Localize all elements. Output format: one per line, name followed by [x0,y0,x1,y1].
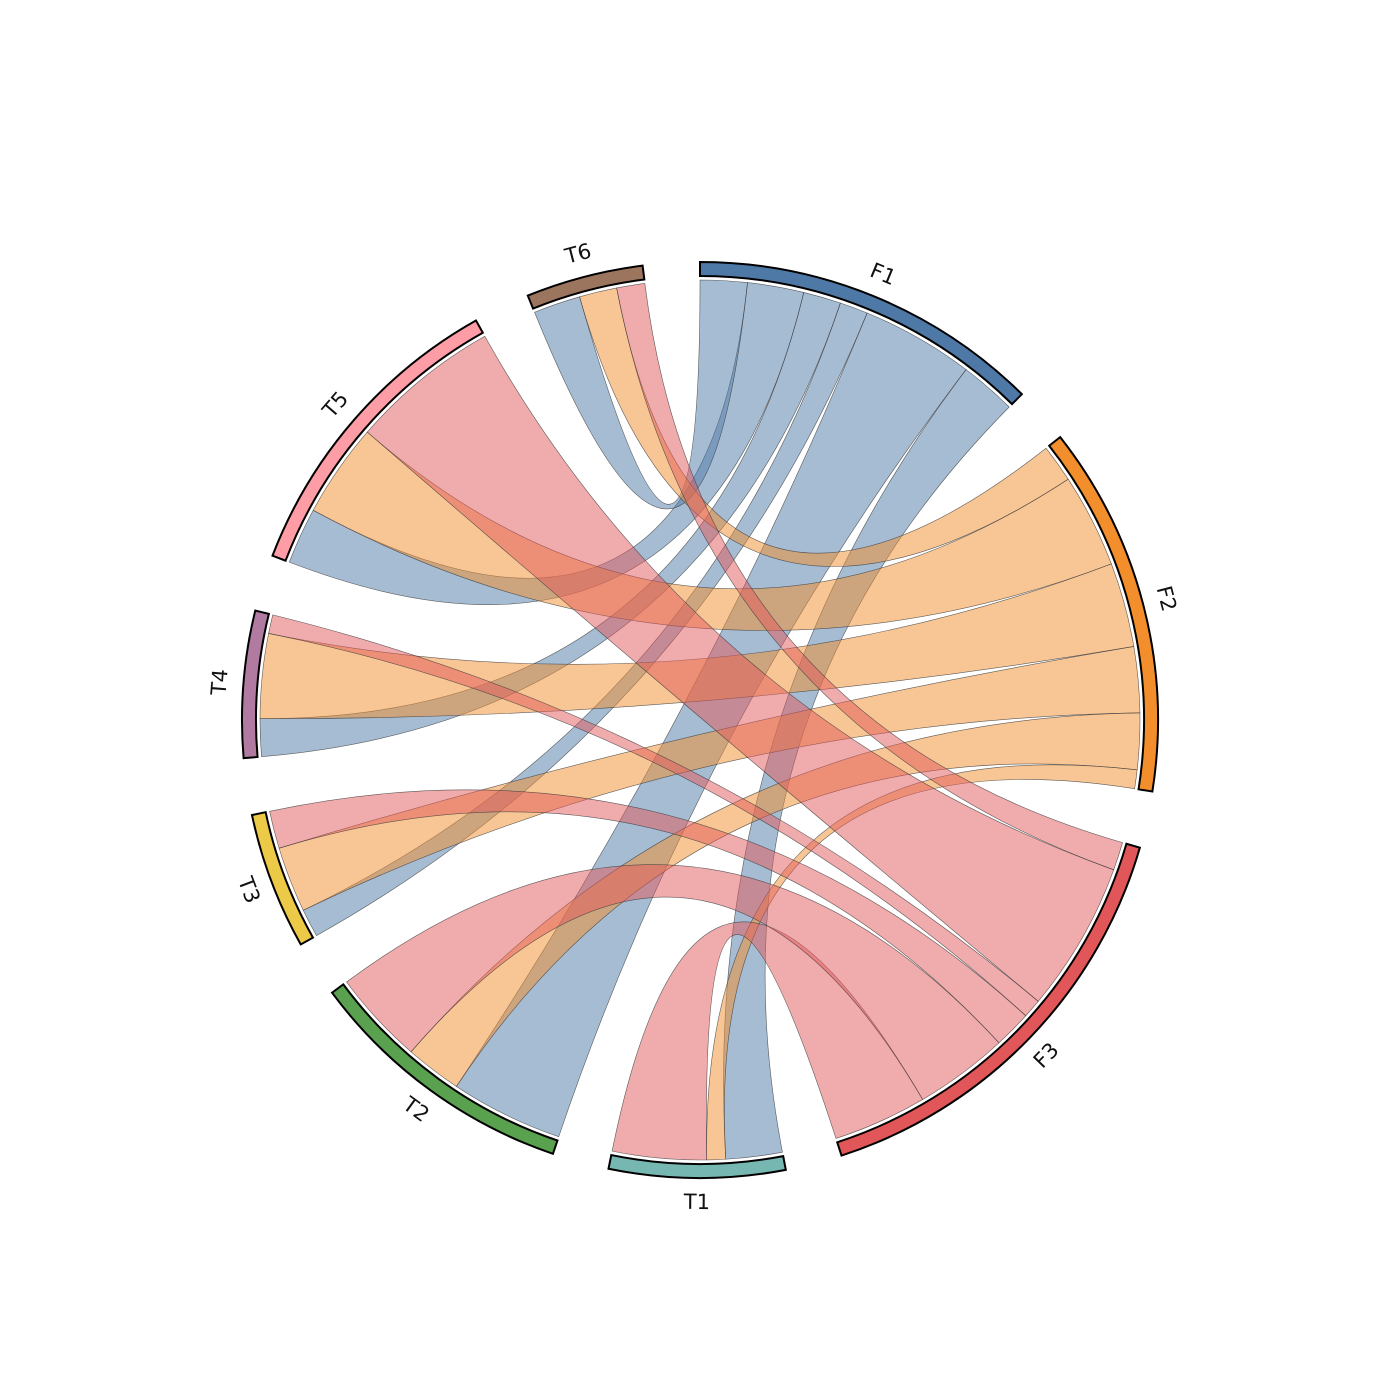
segment-label-t6: T6 [561,239,593,269]
segment-arc-t6 [526,264,646,310]
ribbon-f3-t6 [616,283,1123,871]
segment-label-t1: T1 [683,1190,710,1214]
ribbon-f3-t1 [611,921,924,1161]
segment-label-t2: T2 [398,1091,434,1126]
segment-arc-t5 [271,319,485,562]
segment-arc-t4 [241,609,271,760]
ribbon-f3-t4 [268,614,1039,1017]
ribbon-f2-t6 [579,287,1069,567]
segment-arc-t3 [250,810,315,946]
ribbon-f3-t2 [346,864,1000,1100]
segment-label-t4: T4 [206,668,232,697]
ribbon-f3-t3 [269,789,1027,1044]
segment-label-f2: F2 [1152,583,1182,614]
ribbons-layer [259,279,1141,1161]
segment-label-f3: F3 [1029,1038,1064,1073]
segment-arc-t2 [330,982,559,1156]
segment-arcs-layer [241,260,1159,1179]
segment-label-t5: T5 [317,387,353,423]
ribbon-f3-t5 [366,335,1115,1002]
segment-arc-f2 [1047,435,1159,793]
segment-arc-f1 [699,260,1024,406]
segment-arc-f3 [835,842,1142,1157]
ribbon-f2-t5 [312,431,1112,631]
segment-label-f1: F1 [867,258,900,290]
ribbon-f1-t5 [288,282,805,605]
segment-label-t3: T3 [233,873,265,907]
segment-arc-t1 [607,1153,787,1179]
